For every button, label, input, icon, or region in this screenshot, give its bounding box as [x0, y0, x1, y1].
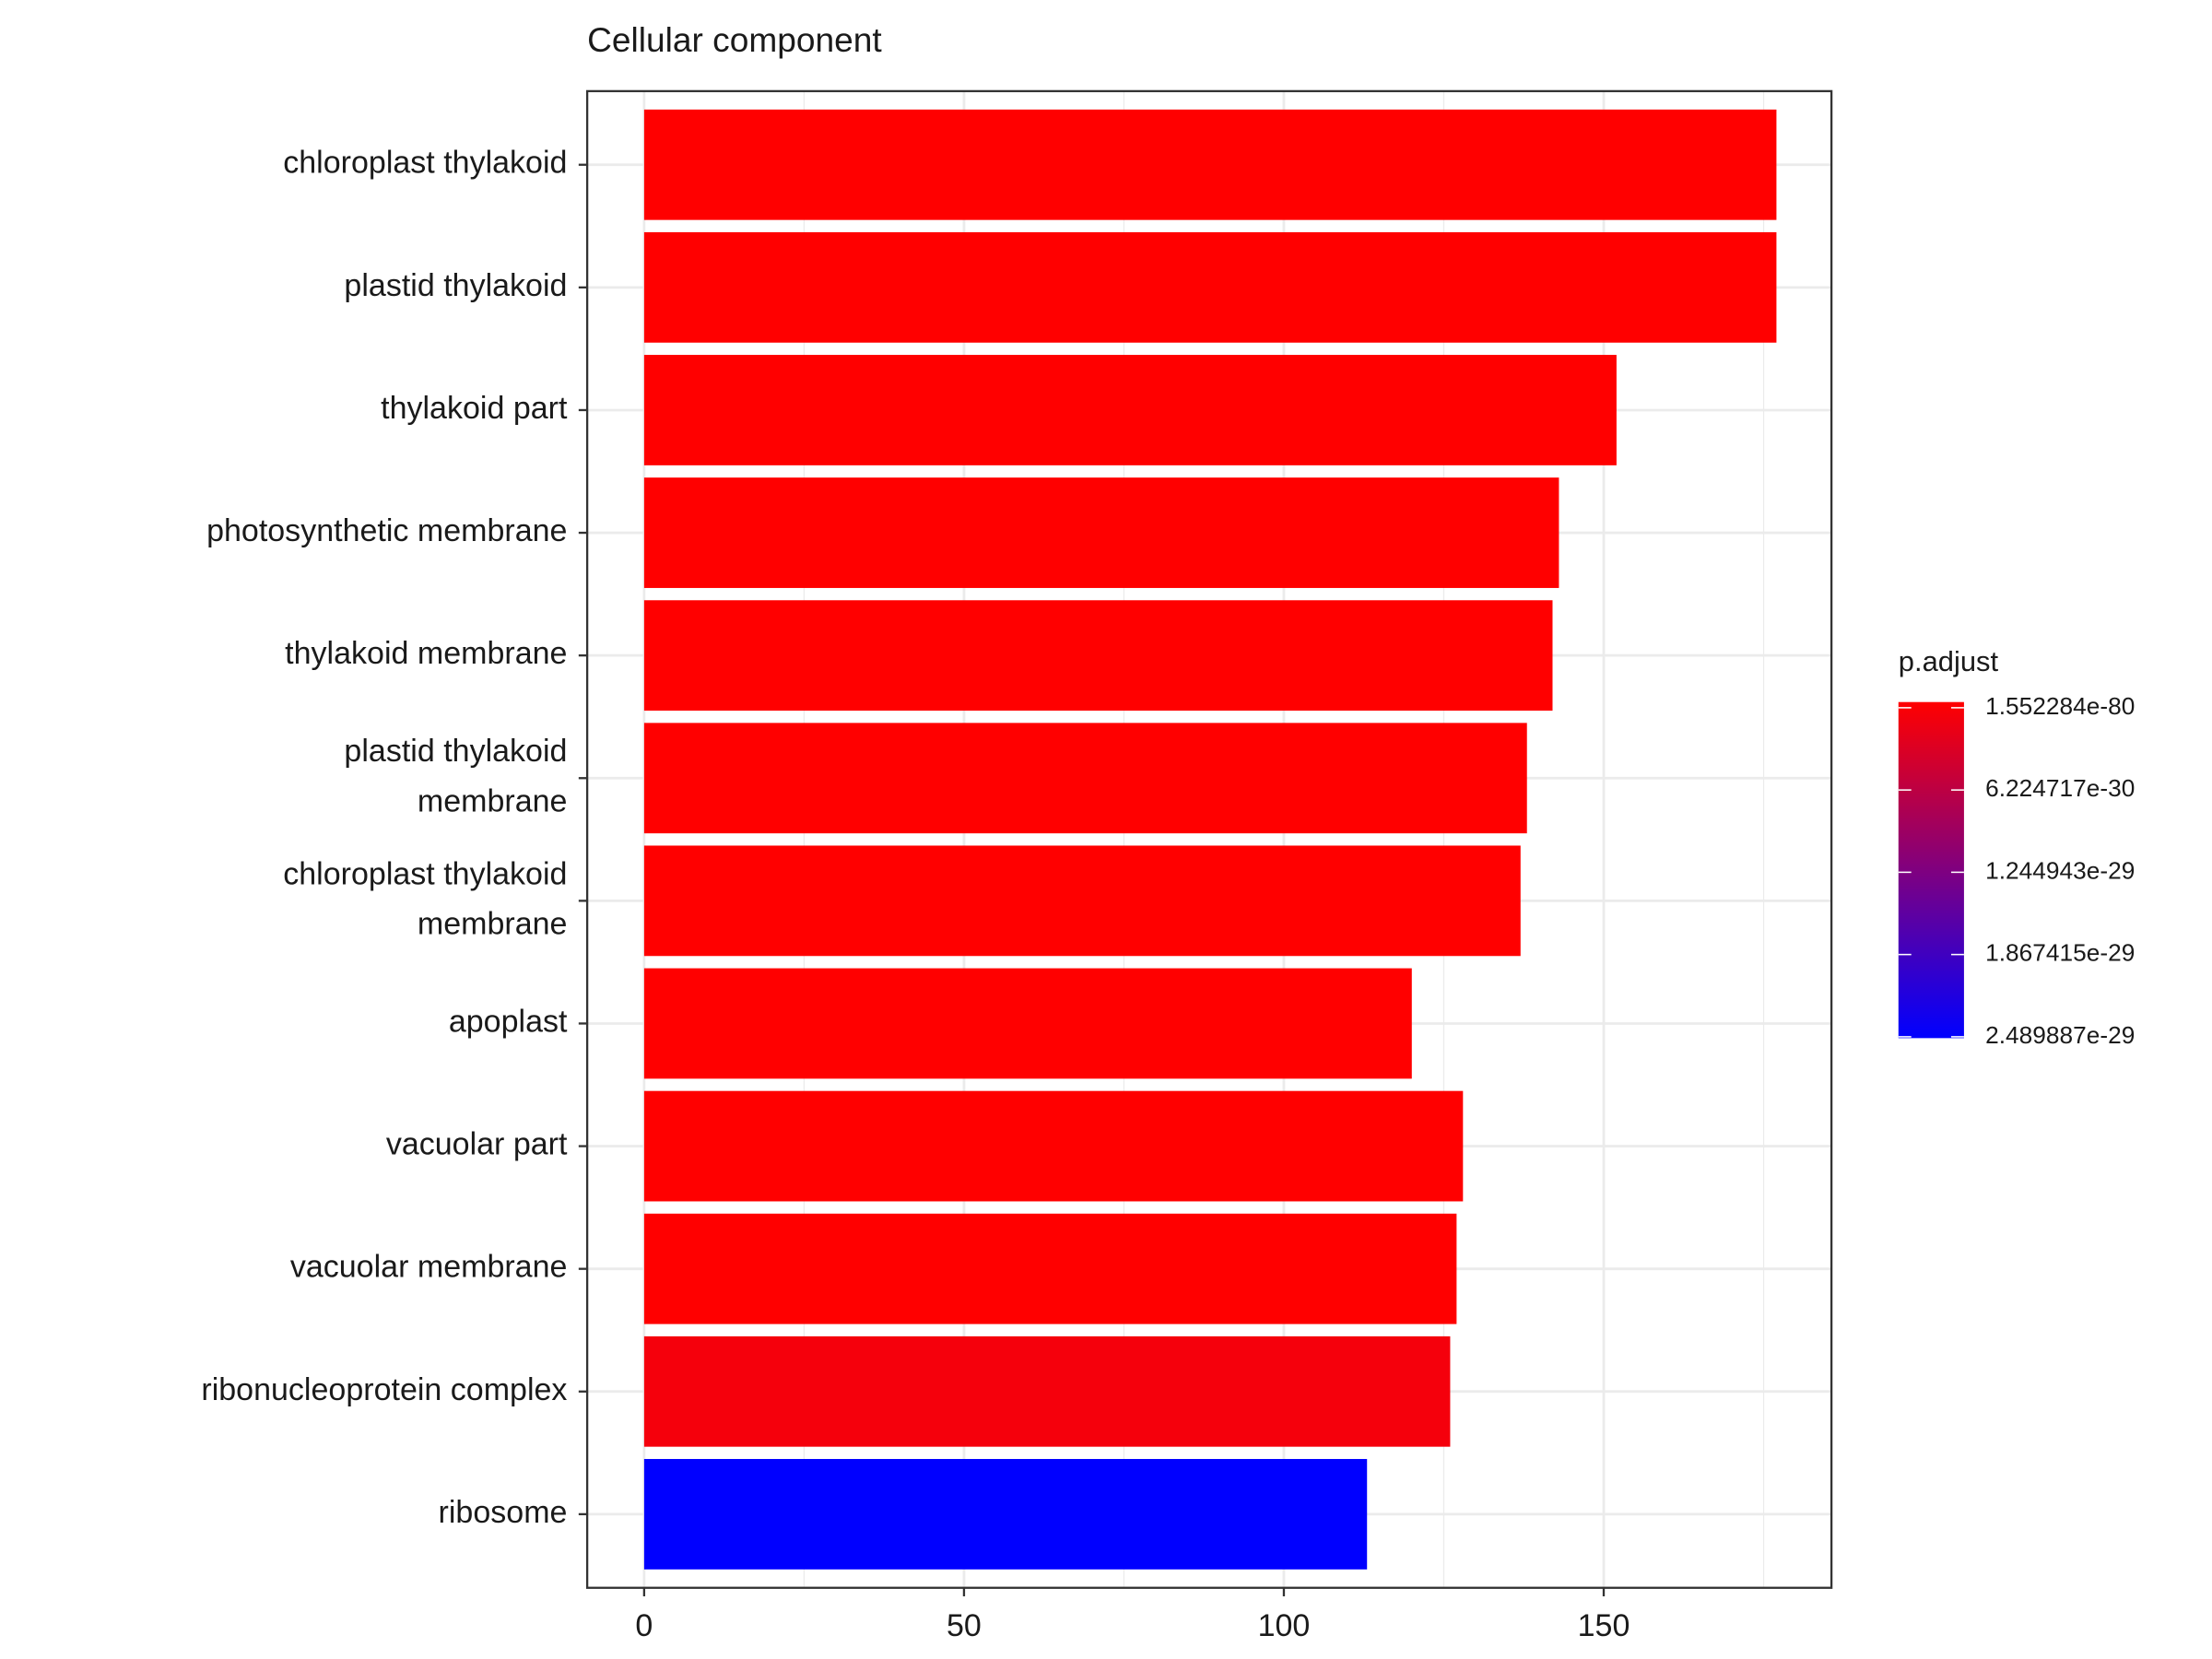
legend-label: 6.224717e-30 — [1985, 774, 2135, 802]
x-tick-label: 0 — [635, 1608, 653, 1643]
y-tick-label-line: membrane — [418, 783, 568, 818]
legend-label: 1.244943e-29 — [1985, 856, 2135, 884]
y-tick-label-line: membrane — [418, 906, 568, 941]
y-tick-label-line: chloroplast thylakoid — [283, 146, 567, 181]
y-tick-label-line: vacuolar membrane — [290, 1250, 568, 1285]
y-tick-label: vacuolar part — [386, 1127, 568, 1162]
legend-label: 1.552284e-80 — [1985, 692, 2135, 720]
y-tick-label-line: chloroplast thylakoid — [283, 856, 567, 891]
y-tick-label: plastid thylakoid membrane — [344, 734, 567, 818]
y-tick-label: thylakoid membrane — [285, 636, 567, 671]
bar — [643, 723, 1527, 834]
y-tick-label-line: thylakoid part — [381, 391, 568, 426]
y-tick-label: photosynthetic membrane — [206, 513, 567, 548]
y-tick-label: apoplast — [449, 1004, 568, 1039]
y-tick-label-line: vacuolar part — [386, 1127, 568, 1162]
y-tick-label-line: plastid thylakoid — [344, 734, 567, 769]
bar — [643, 477, 1559, 588]
y-tick-label: thylakoid part — [381, 391, 568, 426]
bar — [643, 600, 1553, 712]
bar — [643, 355, 1617, 465]
bar — [643, 1090, 1464, 1202]
x-tick-label: 100 — [1258, 1608, 1311, 1643]
y-tick-label-line: ribonucleoprotein complex — [201, 1372, 567, 1407]
y-tick-label: chloroplast thylakoid membrane — [283, 856, 567, 941]
y-tick-label-line: plastid thylakoid — [344, 268, 567, 303]
chart-title: Cellular component — [587, 20, 882, 59]
legend-label: 2.489887e-29 — [1985, 1021, 2135, 1049]
bar — [643, 109, 1777, 220]
legend-title: p.adjust — [1899, 645, 1999, 677]
bar — [643, 845, 1521, 957]
bar — [643, 1213, 1457, 1324]
bar — [643, 968, 1412, 1079]
legend-label: 1.867415e-29 — [1985, 939, 2135, 967]
x-tick-label: 50 — [947, 1608, 982, 1643]
y-tick-label-line: thylakoid membrane — [285, 636, 567, 671]
y-tick-label-line: ribosome — [439, 1495, 568, 1530]
bar — [643, 1335, 1451, 1447]
bar — [643, 231, 1777, 343]
y-tick-label: ribonucleoprotein complex — [201, 1372, 567, 1407]
y-tick-label: vacuolar membrane — [290, 1250, 568, 1285]
panel-border — [585, 89, 1833, 1589]
y-tick-label: plastid thylakoid — [344, 268, 567, 303]
x-tick-label: 150 — [1578, 1608, 1630, 1643]
y-tick-label-line: photosynthetic membrane — [206, 513, 567, 548]
y-tick-label-line: apoplast — [449, 1004, 568, 1039]
y-tick-label: chloroplast thylakoid — [283, 146, 567, 181]
y-tick-label: ribosome — [439, 1495, 568, 1530]
colorbar — [1898, 701, 1964, 1039]
bar — [643, 1458, 1368, 1570]
